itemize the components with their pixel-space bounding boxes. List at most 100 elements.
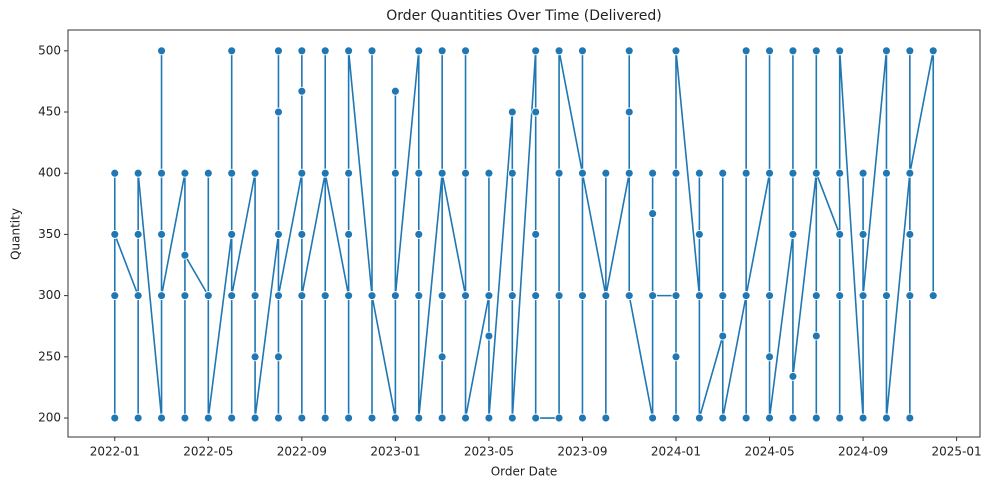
point: [507, 168, 517, 178]
x-tick-label: 2023-01: [370, 445, 420, 459]
point: [390, 86, 400, 96]
point: [741, 413, 751, 423]
point: [882, 291, 891, 301]
point: [390, 291, 400, 301]
point: [624, 291, 634, 301]
point: [344, 413, 354, 423]
x-tick-label: 2025-01: [932, 445, 982, 459]
point: [671, 46, 681, 56]
point: [765, 46, 774, 56]
point: [344, 168, 354, 178]
point: [718, 331, 728, 341]
point: [344, 291, 354, 301]
point: [344, 46, 354, 56]
point: [461, 291, 470, 301]
point: [624, 46, 634, 56]
point: [811, 291, 821, 301]
point: [110, 413, 120, 423]
x-tick-label: 2023-09: [557, 445, 607, 459]
point: [554, 291, 564, 301]
point: [180, 413, 190, 423]
x-axis-label: Order Date: [491, 465, 558, 479]
point: [882, 168, 891, 178]
point: [554, 168, 564, 178]
point: [554, 413, 564, 423]
x-tick-label: 2024-01: [651, 445, 701, 459]
point: [297, 291, 307, 301]
point: [905, 413, 915, 423]
point: [414, 46, 424, 56]
point: [274, 413, 283, 423]
point: [157, 229, 166, 239]
point: [414, 229, 424, 239]
x-tick-label: 2024-09: [838, 445, 888, 459]
point: [905, 168, 915, 178]
point: [320, 168, 330, 178]
point: [320, 291, 330, 301]
point: [227, 229, 237, 239]
point: [765, 352, 774, 362]
point: [601, 413, 611, 423]
point: [203, 413, 213, 423]
point: [578, 291, 587, 301]
point: [671, 352, 681, 362]
point: [110, 291, 120, 301]
point: [227, 46, 237, 56]
point: [320, 46, 330, 56]
point: [648, 168, 658, 178]
point: [811, 46, 821, 56]
y-tick-label: 450: [38, 105, 61, 119]
point: [835, 229, 845, 239]
point: [133, 168, 143, 178]
point: [671, 413, 681, 423]
point: [461, 168, 470, 178]
point: [858, 291, 868, 301]
point: [601, 168, 611, 178]
point: [180, 291, 190, 301]
point: [250, 352, 260, 362]
point: [578, 413, 587, 423]
point: [648, 413, 658, 423]
point: [601, 291, 611, 301]
point: [624, 107, 634, 117]
point: [905, 229, 915, 239]
point: [858, 413, 868, 423]
point: [203, 168, 213, 178]
point: [578, 46, 587, 56]
plot-frame: [67, 29, 981, 438]
point: [671, 168, 681, 178]
point: [507, 291, 517, 301]
point: [788, 413, 798, 423]
point: [882, 413, 891, 423]
point: [227, 413, 237, 423]
point: [765, 413, 774, 423]
point: [741, 168, 751, 178]
point: [531, 413, 541, 423]
point: [531, 107, 541, 117]
point: [414, 291, 424, 301]
point: [461, 413, 470, 423]
point: [694, 291, 704, 301]
point: [110, 229, 120, 239]
point: [227, 291, 237, 301]
point: [484, 331, 494, 341]
point: [718, 413, 728, 423]
point: [718, 168, 728, 178]
point: [741, 291, 751, 301]
point: [297, 46, 307, 56]
point: [203, 291, 213, 301]
point: [835, 46, 845, 56]
point: [157, 291, 166, 301]
point: [390, 413, 400, 423]
y-tick-label: 400: [38, 166, 61, 180]
point: [320, 413, 330, 423]
point: [437, 46, 447, 56]
x-tick-label: 2022-01: [90, 445, 140, 459]
point: [694, 413, 704, 423]
point: [180, 250, 190, 260]
point: [414, 168, 424, 178]
point: [274, 291, 283, 301]
point: [274, 107, 283, 117]
point: [905, 291, 915, 301]
point: [297, 86, 307, 96]
